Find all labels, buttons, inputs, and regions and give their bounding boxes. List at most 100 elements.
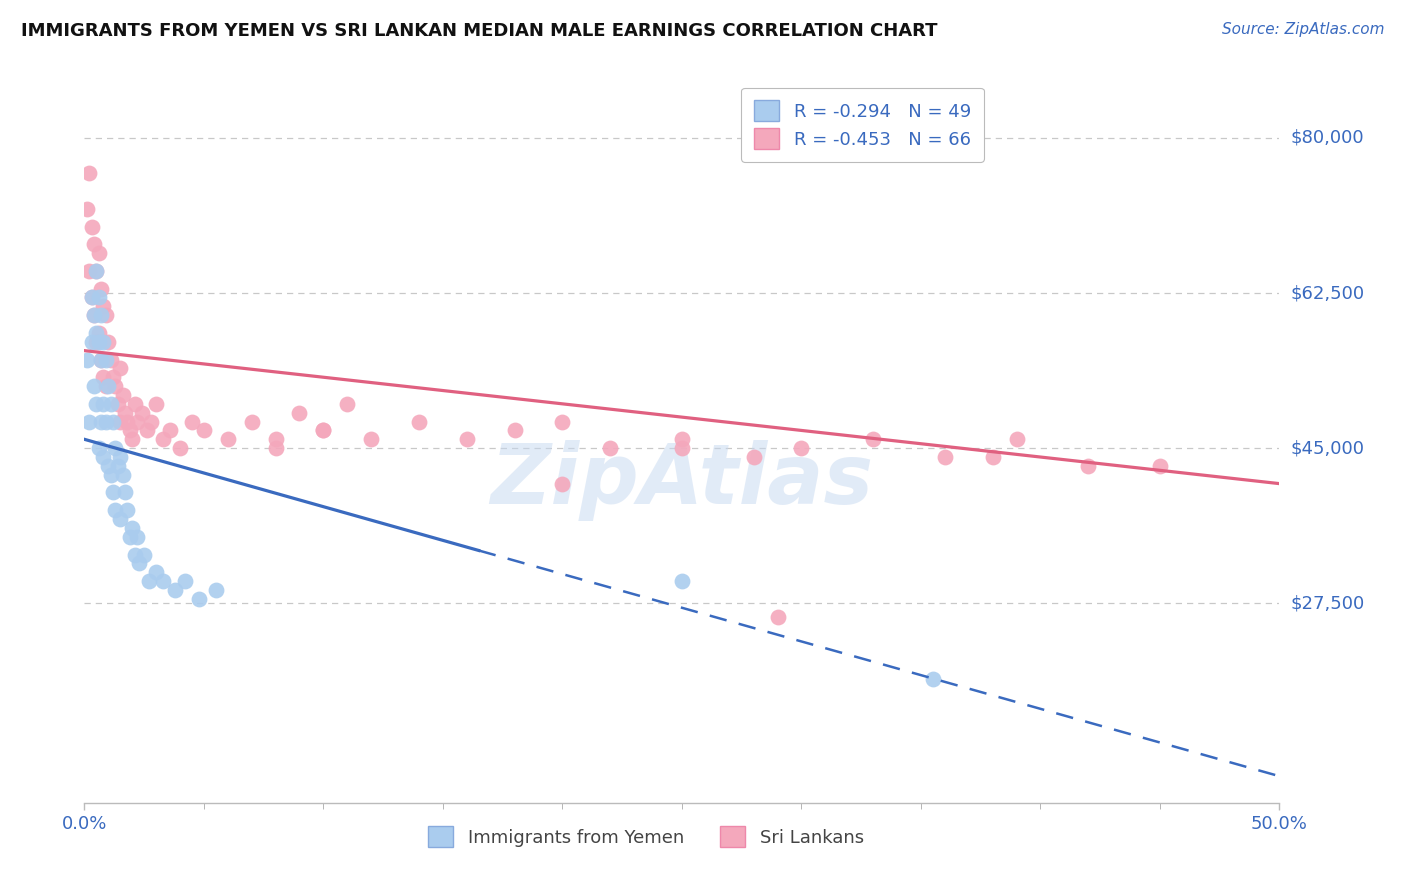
Point bbox=[93, 299, 115, 313]
Point bbox=[100, 467, 122, 482]
Point bbox=[101, 415, 124, 429]
Point bbox=[87, 334, 110, 349]
Text: $80,000: $80,000 bbox=[1291, 128, 1364, 147]
Point bbox=[145, 566, 167, 580]
Point bbox=[217, 432, 239, 446]
Point bbox=[87, 441, 110, 455]
Point bbox=[360, 432, 382, 446]
Point bbox=[94, 415, 117, 429]
Point bbox=[671, 441, 693, 455]
Point bbox=[981, 450, 1004, 464]
Point bbox=[124, 397, 146, 411]
Point bbox=[107, 458, 129, 473]
Point bbox=[766, 609, 789, 624]
Point bbox=[104, 503, 127, 517]
Text: ZipAtlas: ZipAtlas bbox=[491, 441, 873, 522]
Point bbox=[101, 485, 124, 500]
Point bbox=[86, 264, 108, 278]
Point bbox=[240, 415, 263, 429]
Point bbox=[141, 415, 163, 429]
Point bbox=[87, 290, 110, 304]
Point bbox=[97, 458, 120, 473]
Point bbox=[86, 334, 108, 349]
Point bbox=[97, 379, 120, 393]
Point bbox=[104, 379, 127, 393]
Point bbox=[83, 237, 105, 252]
Point bbox=[80, 334, 103, 349]
Point bbox=[264, 441, 287, 455]
Point bbox=[83, 308, 105, 322]
Point bbox=[77, 166, 100, 180]
Point bbox=[312, 424, 335, 438]
Point bbox=[205, 582, 228, 597]
Point bbox=[94, 379, 117, 393]
Point bbox=[90, 352, 112, 367]
Text: $62,500: $62,500 bbox=[1291, 284, 1365, 302]
Point bbox=[336, 397, 359, 411]
Point bbox=[86, 397, 108, 411]
Point bbox=[117, 503, 139, 517]
Text: $27,500: $27,500 bbox=[1291, 594, 1365, 612]
Point bbox=[121, 432, 143, 446]
Point bbox=[790, 441, 813, 455]
Legend: Immigrants from Yemen, Sri Lankans: Immigrants from Yemen, Sri Lankans bbox=[415, 814, 877, 860]
Point bbox=[1077, 458, 1099, 473]
Point bbox=[114, 485, 136, 500]
Point bbox=[862, 432, 884, 446]
Point bbox=[145, 397, 167, 411]
Point bbox=[77, 415, 100, 429]
Point bbox=[76, 202, 98, 216]
Point bbox=[934, 450, 956, 464]
Point bbox=[77, 264, 100, 278]
Point bbox=[159, 424, 181, 438]
Point bbox=[114, 406, 136, 420]
Point bbox=[76, 352, 98, 367]
Point bbox=[90, 282, 112, 296]
Point bbox=[169, 441, 191, 455]
Point bbox=[125, 415, 148, 429]
Point bbox=[456, 432, 478, 446]
Point bbox=[94, 308, 117, 322]
Point bbox=[83, 379, 105, 393]
Point bbox=[181, 415, 204, 429]
Point bbox=[100, 352, 122, 367]
Point bbox=[117, 415, 139, 429]
Point bbox=[1149, 458, 1171, 473]
Text: Source: ZipAtlas.com: Source: ZipAtlas.com bbox=[1222, 22, 1385, 37]
Point bbox=[671, 574, 693, 589]
Point bbox=[86, 264, 108, 278]
Point bbox=[110, 361, 132, 376]
Point bbox=[100, 397, 122, 411]
Point bbox=[93, 334, 115, 349]
Point bbox=[83, 308, 105, 322]
Point bbox=[107, 397, 129, 411]
Point bbox=[1005, 432, 1028, 446]
Point bbox=[288, 406, 311, 420]
Point bbox=[599, 441, 621, 455]
Point bbox=[125, 530, 148, 544]
Point bbox=[152, 574, 174, 589]
Text: $45,000: $45,000 bbox=[1291, 439, 1365, 458]
Point bbox=[173, 574, 195, 589]
Point bbox=[80, 219, 103, 234]
Point bbox=[93, 450, 115, 464]
Point bbox=[93, 397, 115, 411]
Point bbox=[87, 246, 110, 260]
Point bbox=[312, 424, 335, 438]
Point bbox=[138, 574, 160, 589]
Point bbox=[408, 415, 430, 429]
Point bbox=[110, 450, 132, 464]
Point bbox=[104, 441, 127, 455]
Point bbox=[80, 290, 103, 304]
Point bbox=[152, 432, 174, 446]
Point bbox=[503, 424, 526, 438]
Point bbox=[111, 467, 134, 482]
Point bbox=[551, 415, 574, 429]
Point bbox=[90, 308, 112, 322]
Text: IMMIGRANTS FROM YEMEN VS SRI LANKAN MEDIAN MALE EARNINGS CORRELATION CHART: IMMIGRANTS FROM YEMEN VS SRI LANKAN MEDI… bbox=[21, 22, 938, 40]
Point bbox=[193, 424, 215, 438]
Point bbox=[97, 334, 120, 349]
Point bbox=[188, 591, 211, 606]
Point bbox=[94, 352, 117, 367]
Point bbox=[551, 476, 574, 491]
